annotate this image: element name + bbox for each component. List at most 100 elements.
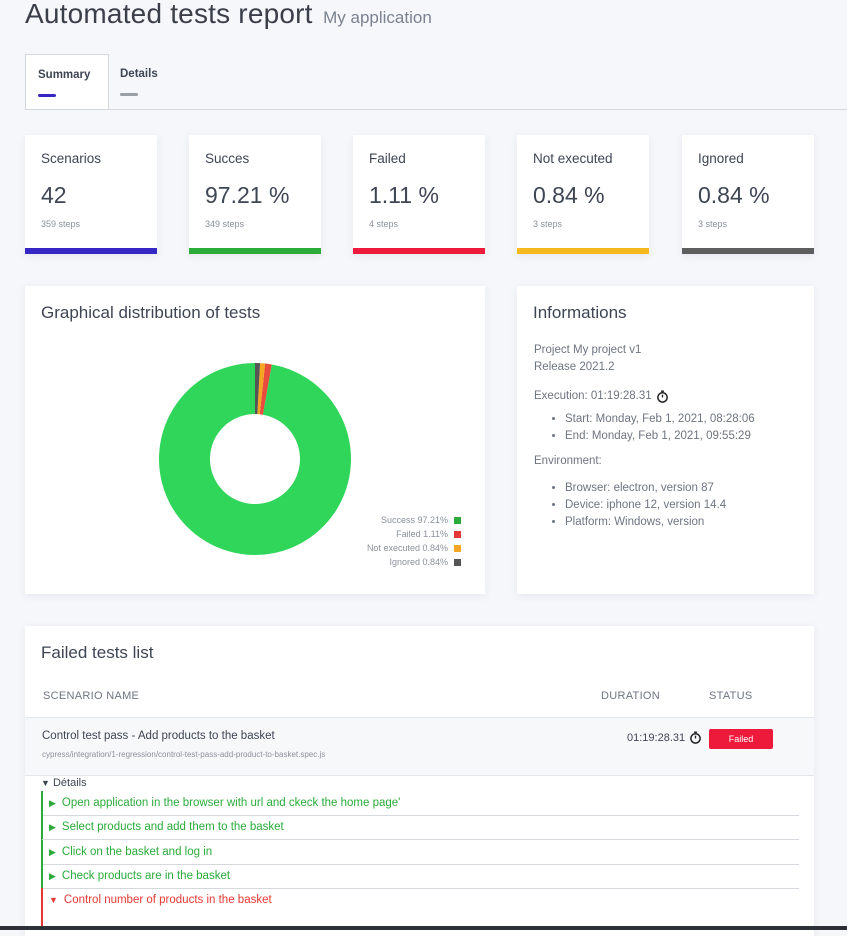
page-header: Automated tests report My application — [25, 0, 432, 30]
donut-chart — [159, 363, 352, 555]
stat-card-failed: Failed 1.11 % 4 steps — [353, 135, 485, 254]
stopwatch-icon — [689, 731, 702, 744]
step-item[interactable]: ▶ Check products are in the basket — [41, 864, 799, 889]
legend-item-success[interactable]: Success 97.21% — [367, 513, 461, 527]
execution-line: Execution: 01:19:28.31 — [534, 388, 804, 405]
bottom-bar — [0, 926, 847, 930]
environment-platform: Platform: Windows, version — [565, 514, 804, 531]
release-name: Release 2021.2 — [534, 361, 615, 373]
donut-slice-failed[interactable] — [259, 363, 272, 415]
stat-steps: 4 steps — [369, 219, 399, 229]
step-item[interactable]: ▶ Open application in the browser with ur… — [41, 791, 799, 816]
caret-down-icon: ▼ — [41, 778, 50, 788]
stat-value: 0.84 % — [533, 182, 605, 208]
informations-title: Informations — [533, 303, 627, 322]
legend-swatch — [454, 530, 461, 538]
informations-card: Informations Project My project v1 Relea… — [517, 286, 814, 594]
stat-color-bar — [25, 248, 157, 254]
stat-steps: 349 steps — [205, 219, 245, 229]
legend-label: Ignored 0.84% — [389, 557, 448, 567]
step-item-failed[interactable]: ▼ Control number of products in the baske… — [41, 888, 799, 926]
informations-body: Project My project v1 Release 2021.2 Exe… — [534, 342, 804, 531]
legend-item-ignored[interactable]: Ignored 0.84% — [367, 555, 461, 569]
stat-label: Scenarios — [41, 151, 102, 166]
step-label: Click on the basket and log in — [61, 846, 213, 858]
legend-swatch — [454, 558, 461, 566]
legend-item-not-executed[interactable]: Not executed 0.84% — [367, 541, 461, 555]
stat-label: Not executed — [533, 151, 613, 166]
stat-steps: 359 steps — [41, 219, 81, 229]
column-header-scenario[interactable]: SCENARIO NAME — [43, 690, 140, 702]
column-header-duration[interactable]: DURATION — [601, 690, 661, 702]
legend-item-failed[interactable]: Failed 1.11% — [367, 527, 461, 541]
step-label: Check products are in the basket — [61, 870, 231, 882]
caret-right-icon: ▶ — [49, 798, 56, 808]
tab-details[interactable]: Details — [108, 54, 178, 106]
stat-label: Failed — [369, 151, 406, 166]
donut-slice-success[interactable] — [159, 363, 352, 555]
tab-divider — [25, 109, 847, 110]
chart-legend: Success 97.21% Failed 1.11% Not executed… — [367, 513, 461, 569]
stat-value: 42 — [41, 182, 67, 208]
stat-color-bar — [682, 248, 814, 254]
environment-list: Browser: electron, version 87 Device: ip… — [534, 480, 804, 531]
tab-summary[interactable]: Summary — [25, 54, 109, 109]
stat-value: 1.11 % — [369, 182, 439, 208]
caret-down-icon: ▼ — [49, 895, 58, 905]
stat-color-bar — [517, 248, 649, 254]
execution-list: Start: Monday, Feb 1, 2021, 08:28:06 End… — [534, 411, 804, 445]
tab-details-indicator — [120, 93, 138, 96]
column-header-status[interactable]: STATUS — [709, 690, 753, 702]
execution-start: Start: Monday, Feb 1, 2021, 08:28:06 — [565, 411, 804, 428]
legend-label: Failed 1.11% — [396, 529, 448, 539]
environment-heading: Environment: — [534, 455, 602, 467]
donut-slice-not-executed[interactable] — [257, 363, 266, 415]
project-name: Project My project v1 — [534, 344, 642, 356]
stat-color-bar — [189, 248, 321, 254]
stat-card-not-executed: Not executed 0.84 % 3 steps — [517, 135, 649, 254]
step-item[interactable]: ▶ Select products and add them to the bas… — [41, 815, 799, 840]
step-item[interactable]: ▶ Click on the basket and log in — [41, 840, 799, 865]
caret-right-icon: ▶ — [49, 822, 56, 832]
scenario-name: Control test pass - Add products to the … — [42, 730, 275, 742]
environment-browser: Browser: electron, version 87 — [565, 480, 804, 497]
legend-label: Not executed 0.84% — [366, 543, 448, 553]
caret-right-icon: ▶ — [49, 871, 56, 881]
execution-text: Execution: 01:19:28.31 — [534, 390, 652, 402]
failed-tests-title: Failed tests list — [41, 643, 154, 662]
stat-card-success: Succes 97.21 % 349 steps — [189, 135, 321, 254]
table-row[interactable] — [25, 717, 814, 776]
tab-details-label: Details — [120, 68, 158, 80]
failed-tests-card — [25, 626, 814, 936]
stat-card-ignored: Ignored 0.84 % 3 steps — [682, 135, 814, 254]
stat-steps: 3 steps — [533, 219, 563, 229]
execution-end: End: Monday, Feb 1, 2021, 09:55:29 — [565, 428, 804, 445]
distribution-title: Graphical distribution of tests — [41, 303, 261, 322]
details-label: Détails — [52, 777, 87, 789]
legend-swatch — [454, 516, 461, 524]
stat-label: Ignored — [698, 151, 744, 166]
stat-value: 0.84 % — [698, 182, 770, 208]
page-subtitle: My application — [323, 8, 432, 27]
stat-label: Succes — [205, 151, 250, 166]
step-label: Control number of products in the basket — [63, 894, 272, 906]
tab-summary-indicator — [38, 94, 56, 97]
stat-card-scenarios: Scenarios 42 359 steps — [25, 135, 157, 254]
tab-summary-label: Summary — [38, 69, 91, 81]
stat-value: 97.21 % — [205, 182, 290, 208]
stat-color-bar — [353, 248, 485, 254]
donut-slice-ignored[interactable] — [255, 363, 261, 415]
scenario-path: cypress/integration/1-regression/control… — [42, 750, 326, 759]
duration-text: 01:19:28.31 — [627, 731, 686, 744]
distribution-card: Graphical distribution of tests Success … — [25, 286, 485, 594]
legend-swatch — [454, 544, 461, 552]
step-label: Open application in the browser with url… — [61, 797, 401, 809]
page-title: Automated tests report — [25, 0, 313, 29]
environment-device: Device: iphone 12, version 14.4 — [565, 497, 804, 514]
details-toggle[interactable]: ▼ Détails — [41, 777, 87, 789]
status-badge: Failed — [709, 729, 773, 749]
step-label: Select products and add them to the bask… — [61, 821, 284, 833]
legend-label: Success 97.21% — [380, 515, 448, 525]
scenario-duration: 01:19:28.31 — [627, 731, 702, 744]
stopwatch-icon — [656, 390, 669, 403]
